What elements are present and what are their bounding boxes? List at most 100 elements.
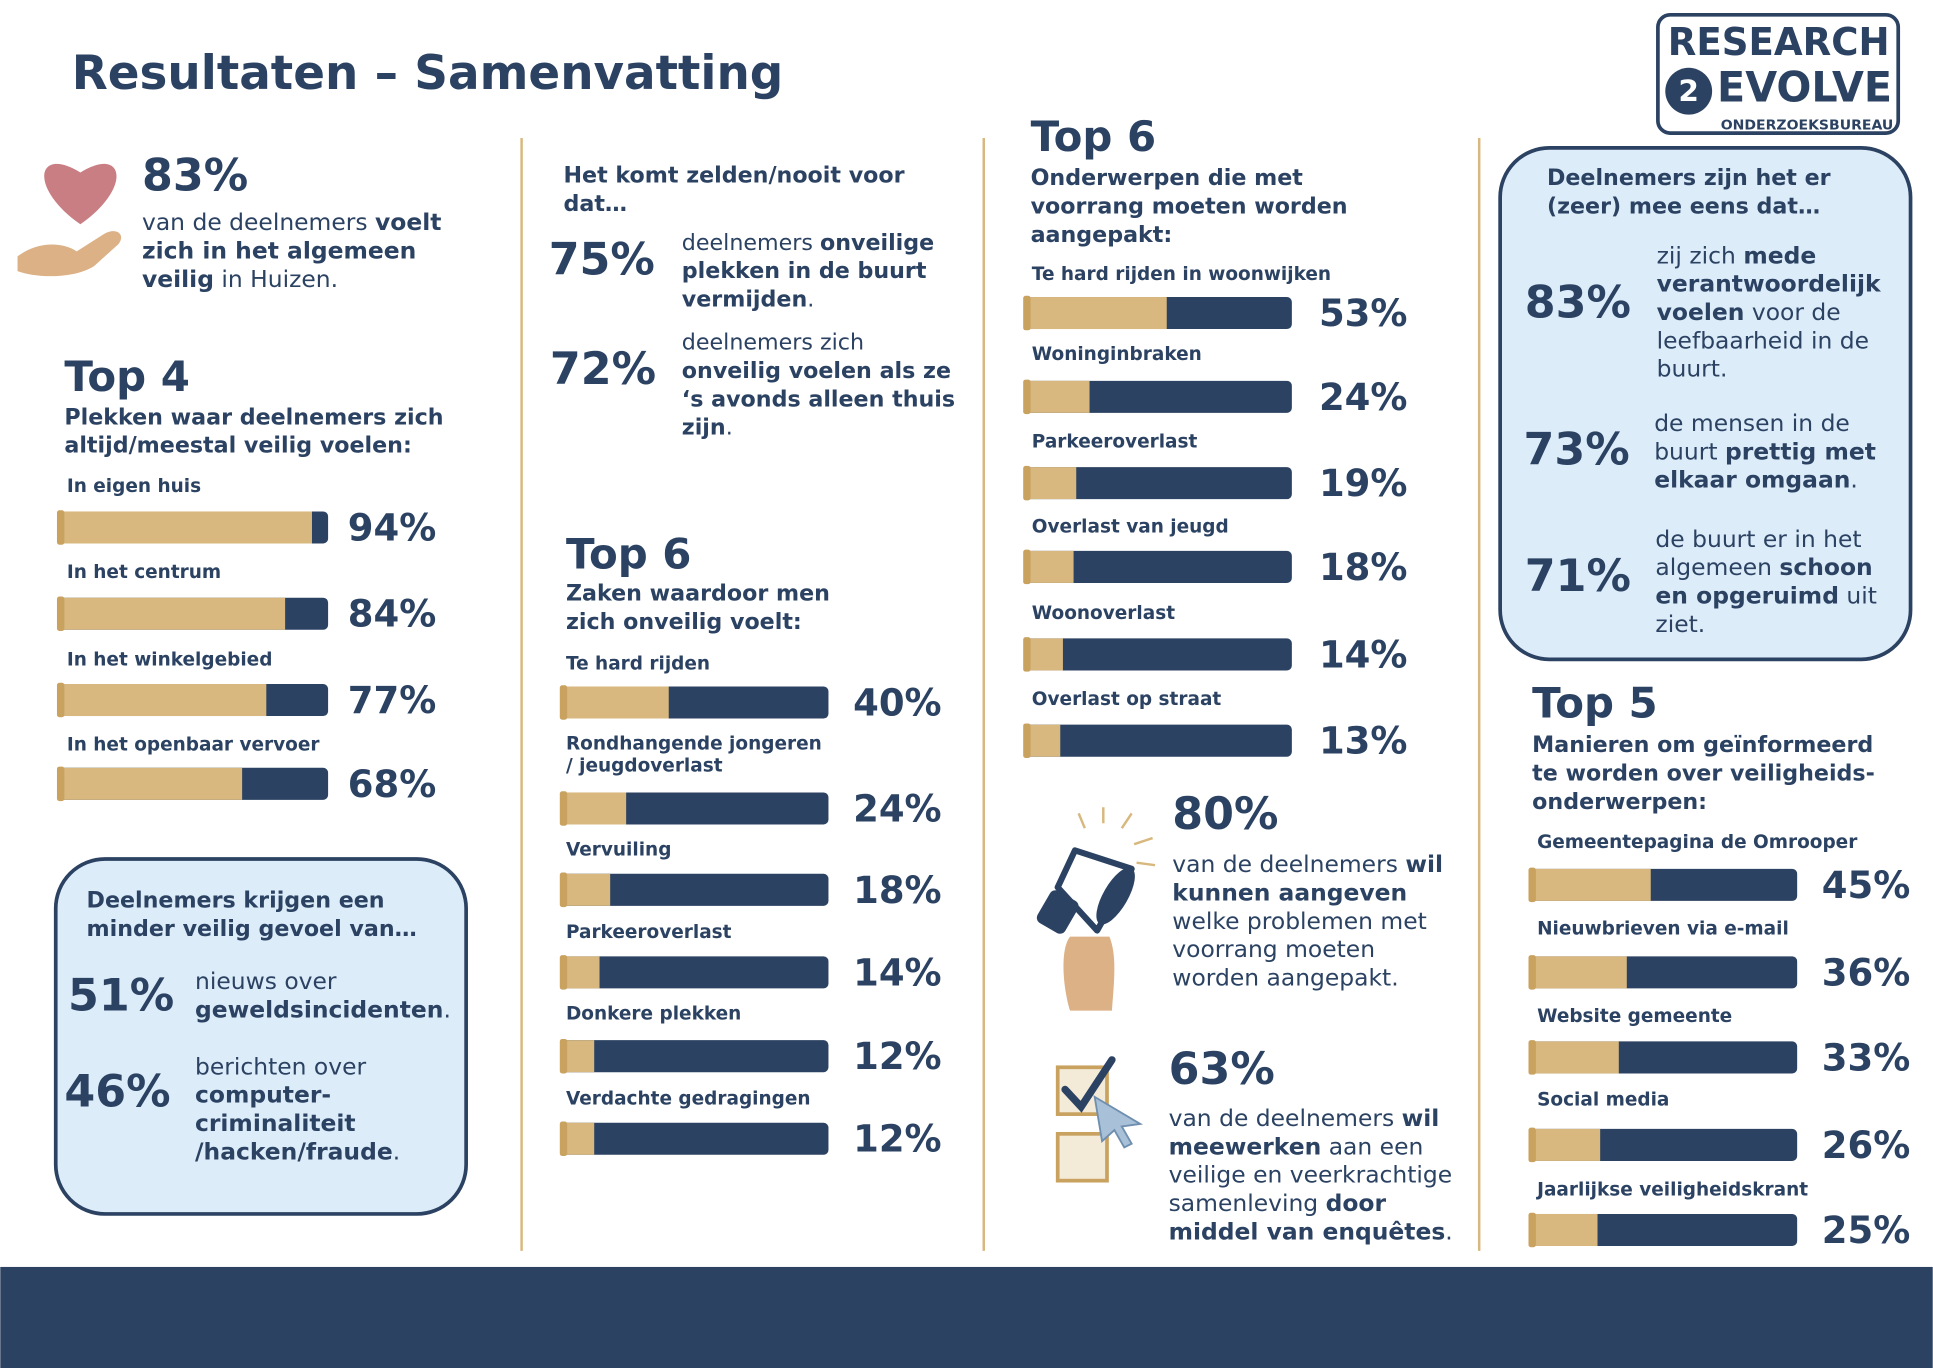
value-label: 53%	[1319, 292, 1408, 335]
text-line: vermijden.	[682, 286, 814, 312]
bar-label: Woonoverlast	[1032, 603, 1175, 624]
bar-label: Rondhangende jongeren	[566, 733, 822, 754]
text-run: onveilig voelen als ze	[682, 357, 951, 383]
stat: 73%	[1524, 424, 1630, 475]
checkbox-icon	[1055, 1056, 1144, 1183]
bar	[59, 511, 312, 544]
text-line: veilig in Huizen.	[142, 264, 338, 292]
text-run: zijn	[682, 414, 726, 440]
text-line: computer-	[195, 1080, 331, 1108]
info-box	[53, 857, 468, 1216]
hand	[17, 231, 122, 277]
bar-cap	[1528, 1127, 1536, 1163]
text-line: criminaliteit	[195, 1108, 356, 1136]
bar-label: Parkeeroverlast	[566, 922, 732, 943]
bar-cap	[1023, 637, 1031, 672]
bar-label: In het winkelgebied	[67, 650, 273, 671]
footer-band	[0, 1266, 1933, 1368]
bar-cap	[56, 510, 65, 545]
bar-label: In het centrum	[67, 562, 221, 583]
bar	[1025, 724, 1061, 757]
info-box	[1498, 146, 1913, 662]
stat: 63%	[1169, 1044, 1275, 1095]
value-label: 24%	[853, 787, 942, 830]
value-label: 18%	[1319, 546, 1408, 589]
stat: 71%	[1525, 551, 1631, 602]
text-run: veilige en veerkrachtige	[1169, 1160, 1453, 1188]
text-line: nieuws over	[195, 967, 337, 995]
text-line: algemeen schoon	[1655, 553, 1872, 581]
bar-label: Vervuiling	[566, 839, 671, 860]
value-label: 26%	[1822, 1124, 1911, 1167]
text-line: zijn.	[682, 414, 733, 440]
text-run: .	[443, 995, 450, 1023]
text-run: algemeen	[1655, 553, 1779, 581]
value-label: 45%	[1822, 864, 1911, 907]
text-run: ziet.	[1655, 609, 1705, 637]
stat: 72%	[550, 344, 656, 395]
text-line: voorrang moeten	[1172, 935, 1375, 963]
section-title: Top 4	[64, 352, 190, 401]
stat: 51%	[68, 970, 174, 1021]
bar	[1530, 956, 1627, 989]
value-label: 84%	[348, 593, 437, 636]
section-subtitle: altijd/meestal veilig voelen:	[64, 433, 411, 459]
value-label: 14%	[853, 951, 942, 994]
text-run: wil	[1402, 1104, 1440, 1132]
bar-cap	[1528, 1212, 1536, 1248]
page-title: Resultaten – Samenvatting	[72, 47, 784, 101]
bar-track	[1025, 724, 1292, 757]
value-label: 68%	[348, 763, 437, 806]
text-line: buurt.	[1657, 354, 1728, 382]
value-label: 12%	[853, 1035, 942, 1078]
text-run: samenleving	[1169, 1189, 1326, 1217]
logo-circle	[1665, 67, 1713, 115]
bar-label: In het openbaar vervoer	[67, 735, 321, 756]
text-run: van de deelnemers	[142, 208, 375, 236]
box-title: minder veilig gevoel van…	[87, 916, 417, 942]
text-run: worden aangepakt.	[1172, 963, 1398, 991]
bar-cap	[1023, 295, 1031, 331]
bar	[1530, 1213, 1598, 1246]
text-line: voelen voor de	[1657, 298, 1841, 326]
text-run: meewerken	[1169, 1132, 1322, 1160]
text-line: van de deelnemers voelt	[142, 208, 441, 236]
stat: 83%	[142, 151, 248, 202]
bar-label: Parkeeroverlast	[1032, 431, 1198, 452]
bar	[562, 1122, 595, 1155]
bar-label: Nieuwbrieven via e-mail	[1537, 918, 1789, 939]
text-line: van de deelnemers wil	[1169, 1104, 1440, 1132]
value-label: 25%	[1822, 1209, 1911, 1252]
text-line: geweldsincidenten.	[195, 995, 451, 1023]
text-run: schoon	[1779, 553, 1872, 581]
text-run: welke problemen met	[1172, 906, 1427, 934]
text-run: wil	[1405, 850, 1443, 878]
section-title: Top 6	[1031, 112, 1157, 161]
text-run: leefbaarheid in de	[1657, 326, 1869, 354]
text-run: .	[393, 1137, 400, 1165]
text-line: kunnen aangeven	[1172, 878, 1407, 906]
logo-text: EVOLVE	[1717, 62, 1892, 111]
bar-track	[1025, 550, 1292, 583]
bar-label: Website gemeente	[1537, 1006, 1732, 1027]
logo-tagline: ONDERZOEKSBUREAU	[1721, 118, 1894, 134]
section-subtitle: Plekken waar deelnemers zich	[64, 404, 443, 430]
bar-cap	[56, 682, 65, 718]
stat: 75%	[549, 235, 655, 286]
bar-label: Social media	[1537, 1090, 1669, 1111]
value-label: 24%	[1319, 376, 1408, 419]
text-run: berichten over	[195, 1052, 367, 1080]
bar	[1530, 1128, 1601, 1161]
section-subtitle: voorrang moeten worden	[1031, 194, 1348, 220]
section-subtitle: onderwerpen:	[1532, 789, 1707, 815]
text-line: de mensen in de	[1654, 408, 1850, 436]
text-line: ‘s avonds alleen thuis	[682, 386, 955, 412]
bar	[1025, 380, 1090, 413]
text-run: deelnemers zich	[682, 329, 864, 355]
bar-cap	[559, 791, 568, 826]
bar-label: Te hard rijden	[566, 653, 710, 674]
text-line: zich in het algemeen	[142, 236, 416, 264]
bar-cap	[1023, 379, 1031, 415]
text-line: plekken in de buurt	[682, 258, 927, 284]
text-line: ziet.	[1655, 609, 1705, 637]
